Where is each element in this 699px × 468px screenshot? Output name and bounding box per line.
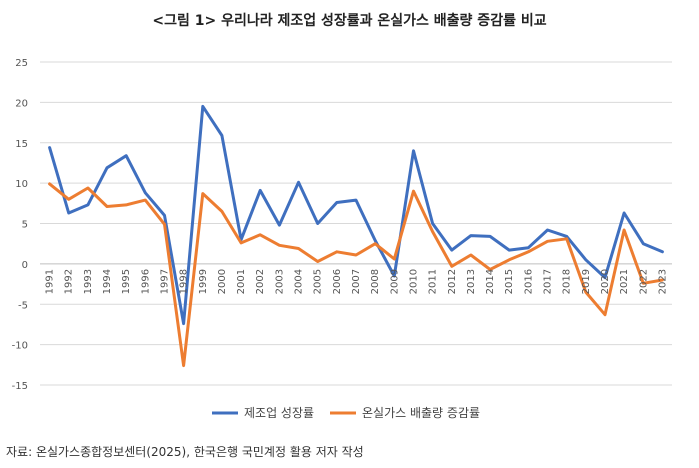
x-tick-label: 2019	[581, 269, 592, 294]
x-tick-label: 2000	[217, 269, 228, 294]
x-tick-label: 2014	[485, 269, 496, 294]
x-tick-label: 2008	[370, 269, 381, 294]
x-tick-label: 2023	[657, 269, 668, 294]
x-tick-label: 2007	[351, 269, 362, 294]
x-tick-label: 2002	[255, 269, 266, 294]
y-tick-label: -15	[12, 381, 28, 392]
x-tick-label: 2004	[294, 269, 305, 294]
x-tick-label: 2017	[543, 269, 554, 294]
source-note: 자료: 온실가스종합정보센터(2025), 한국은행 국민계정 활용 저자 작성	[6, 445, 364, 459]
x-tick-label: 2016	[523, 269, 534, 294]
legend-label: 온실가스 배출량 증감률	[362, 406, 480, 420]
x-tick-label: 2012	[447, 269, 458, 294]
x-tick-label: 2001	[236, 269, 247, 294]
x-tick-label: 1998	[179, 269, 190, 294]
x-tick-label: 1992	[64, 269, 75, 294]
gridlines	[40, 61, 672, 386]
y-tick-label: -10	[12, 341, 28, 352]
x-tick-label: 2013	[466, 269, 477, 294]
y-tick-label: 0	[22, 260, 28, 271]
series-lines	[48, 104, 664, 368]
x-tick-label: 2003	[274, 269, 285, 294]
x-tick-label: 2010	[408, 269, 419, 294]
x-axis-ticks: 1991 1992 1993 1994 1995 1996 1997 1998 1999 2000…	[45, 269, 669, 294]
y-tick-label: 20	[15, 98, 28, 109]
chart-title: <그림 1> 우리나라 제조업 성장률과 온실가스 배출량 증감률 비교	[152, 13, 547, 29]
x-tick-label: 2015	[504, 269, 515, 294]
x-tick-label: 2006	[332, 269, 343, 294]
y-tick-label: 15	[15, 139, 28, 150]
x-tick-label: 2022	[638, 269, 649, 294]
x-tick-label: 2020	[600, 269, 611, 294]
x-tick-label: 1997	[159, 269, 170, 294]
x-tick-label: 1994	[102, 269, 113, 294]
x-tick-label: 1995	[121, 269, 132, 294]
legend: 제조업 성장률 온실가스 배출량 증감률	[212, 406, 480, 420]
y-tick-label: 5	[22, 220, 28, 231]
x-tick-label: 1996	[140, 269, 151, 294]
x-tick-label: 1991	[45, 269, 56, 294]
y-axis-ticks: 25 20 15 10 5 0 -5 -10 -15	[12, 58, 28, 392]
series-line-manufacturing	[48, 104, 664, 326]
x-tick-label: 2018	[562, 269, 573, 294]
x-tick-label: 2005	[313, 269, 324, 294]
y-tick-label: 25	[15, 58, 28, 69]
x-tick-label: 1999	[198, 269, 209, 294]
x-tick-label: 2009	[389, 269, 400, 294]
y-tick-label: 10	[15, 179, 28, 190]
legend-label: 제조업 성장률	[244, 406, 314, 420]
x-tick-label: 2021	[619, 269, 630, 294]
series-line-emissions	[48, 182, 664, 368]
y-tick-label: -5	[18, 300, 28, 311]
x-tick-label: 1993	[83, 269, 94, 294]
x-tick-label: 2011	[428, 269, 439, 294]
